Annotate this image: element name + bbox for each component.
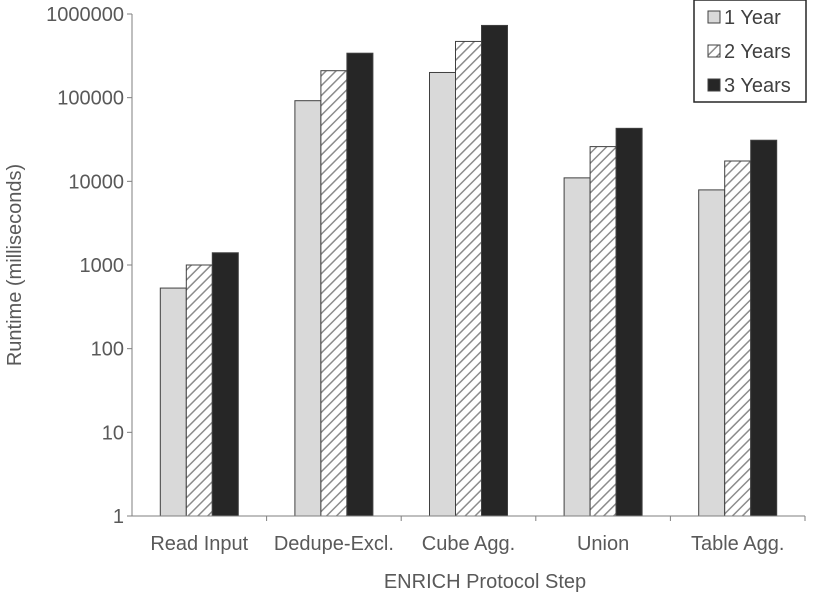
bar-1-year: [698, 189, 726, 517]
legend-swatch: [707, 78, 721, 92]
y-tick-label: 1000: [80, 255, 125, 277]
bar-1-year: [294, 100, 322, 517]
bar-2-years: [185, 264, 213, 517]
legend-label: 1 Year: [724, 7, 781, 29]
bar-2-years: [589, 146, 617, 517]
x-tick-label: Read Input: [150, 533, 248, 555]
bar-1-year: [563, 177, 591, 517]
bar-3-years: [481, 24, 508, 517]
x-tick-label: Union: [577, 533, 629, 555]
x-tick-label: Dedupe-Excl.: [274, 533, 394, 555]
bar-3-years: [750, 139, 778, 517]
y-axis-title: Runtime (milliseconds): [4, 164, 26, 366]
bar-3-years: [346, 52, 374, 517]
legend-swatch: [707, 10, 721, 24]
legend-label: 3 Years: [724, 75, 791, 97]
plot-area: [159, 24, 778, 517]
bar-3-years: [615, 127, 643, 517]
y-tick-label: 10: [102, 422, 124, 444]
x-tick-label: Cube Agg.: [422, 533, 515, 555]
bar-1-year: [159, 287, 187, 517]
bar-2-years: [455, 40, 482, 517]
x-axis-title: ENRICH Protocol Step: [384, 571, 586, 593]
legend-swatch: [707, 44, 721, 58]
y-tick-label: 1: [113, 506, 124, 528]
y-tick-label: 1000000: [46, 4, 124, 26]
y-tick-label: 10000: [68, 171, 124, 193]
legend-label: 2 Years: [724, 41, 791, 63]
x-tick-label: Table Agg.: [691, 533, 784, 555]
bar-2-years: [724, 160, 752, 517]
bar-2-years: [320, 70, 348, 517]
axes: 1 10 100 1000 10000 100000 1000000 Read Input De…: [46, 4, 806, 555]
y-tick-label: 100000: [57, 88, 124, 110]
bar-3-years: [211, 252, 239, 517]
bar-1-year: [429, 71, 456, 517]
legend: 1 Year 2 Years 3 Years: [693, 0, 807, 103]
y-tick-label: 100: [91, 339, 124, 361]
